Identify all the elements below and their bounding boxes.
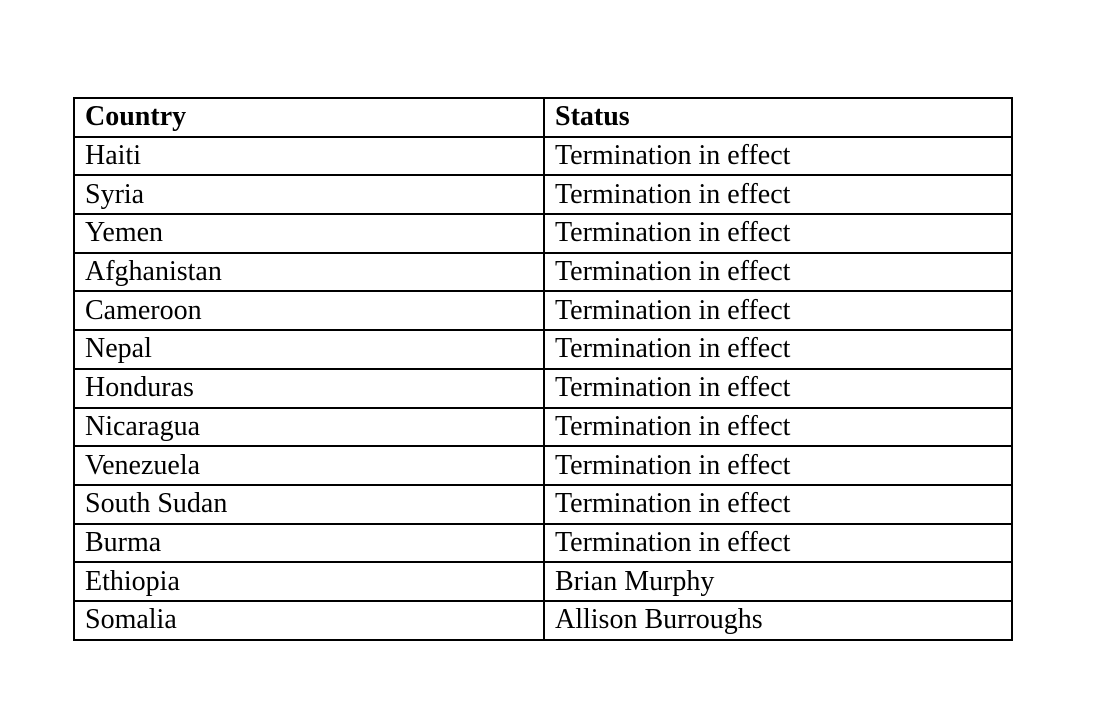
status-cell: Termination in effect: [543, 174, 1013, 216]
table-row: Venezuela Termination in effect: [73, 445, 1013, 486]
status-cell: Termination in effect: [543, 329, 1013, 370]
table-row: South Sudan Termination in effect: [73, 483, 1013, 525]
header-row: Country Status: [73, 97, 1013, 138]
status-cell: Termination in effect: [543, 135, 1013, 177]
country-cell: South Sudan: [73, 483, 545, 525]
status-cell: Brian Murphy: [543, 561, 1013, 602]
table-row: Cameroon Termination in effect: [73, 290, 1013, 332]
status-cell: Termination in effect: [543, 406, 1013, 448]
table-row: Haiti Termination in effect: [73, 135, 1013, 177]
status-cell: Termination in effect: [543, 522, 1013, 564]
status-cell: Termination in effect: [543, 290, 1013, 332]
country-cell: Cameroon: [73, 290, 545, 332]
table-row: Somalia Allison Burroughs: [73, 599, 1013, 641]
table-row: Honduras Termination in effect: [73, 367, 1013, 409]
header-cell: Status: [543, 97, 1013, 138]
status-cell: Termination in effect: [543, 367, 1013, 409]
status-cell: Allison Burroughs: [543, 599, 1013, 641]
country-cell: Syria: [73, 174, 545, 216]
table-row: Syria Termination in effect: [73, 174, 1013, 216]
table-row: Afghanistan Termination in effect: [73, 251, 1013, 293]
country-cell: Venezuela: [73, 445, 545, 486]
country-cell: Nepal: [73, 329, 545, 370]
country-cell: Somalia: [73, 599, 545, 641]
table-row: Ethiopia Brian Murphy: [73, 561, 1013, 602]
status-cell: Termination in effect: [543, 445, 1013, 486]
country-cell: Nicaragua: [73, 406, 545, 448]
country-cell: Haiti: [73, 135, 545, 177]
status-table: Country Status Haiti Termination in effect…: [73, 97, 1013, 641]
table-row: Yemen Termination in effect: [73, 213, 1013, 254]
country-cell: Burma: [73, 522, 545, 564]
status-cell: Termination in effect: [543, 251, 1013, 293]
country-cell: Yemen: [73, 213, 545, 254]
country-cell: Honduras: [73, 367, 545, 409]
table-row: Nepal Termination in effect: [73, 329, 1013, 370]
status-cell: Termination in effect: [543, 483, 1013, 525]
status-cell: Termination in effect: [543, 213, 1013, 254]
country-cell: Afghanistan: [73, 251, 545, 293]
header-cell: Country: [73, 97, 545, 138]
table-row: Burma Termination in effect: [73, 522, 1013, 564]
table-row: Nicaragua Termination in effect: [73, 406, 1013, 448]
country-cell: Ethiopia: [73, 561, 545, 602]
